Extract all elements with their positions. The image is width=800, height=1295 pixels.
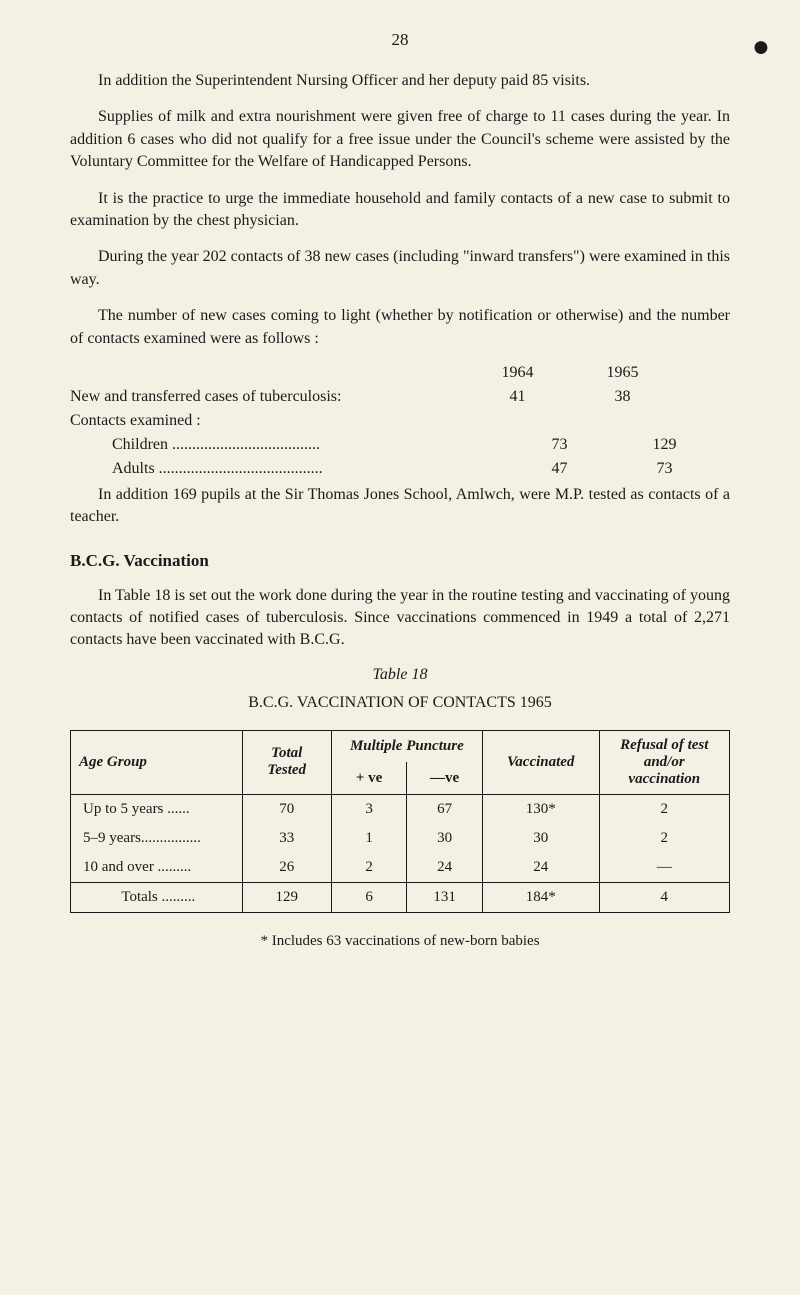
cell-age: 10 and over ......... <box>71 853 243 883</box>
cell-vacc: 30 <box>482 824 599 853</box>
cell-age: Up to 5 years ...... <box>71 794 243 824</box>
cell-refusal: — <box>599 853 729 883</box>
stats-value <box>570 412 675 430</box>
cell-tested: 70 <box>242 794 331 824</box>
cell-totals-pve: 6 <box>331 882 407 912</box>
paragraph-5: The number of new cases coming to light … <box>70 305 730 350</box>
th-vaccinated: Vaccinated <box>482 730 599 794</box>
paragraph-6: In addition 169 pupils at the Sir Thomas… <box>70 484 730 529</box>
stats-value: 129 <box>612 436 717 454</box>
cell-mve: 67 <box>407 794 483 824</box>
stats-value: 73 <box>507 436 612 454</box>
stats-label: Children ...............................… <box>70 436 507 454</box>
cell-vacc: 130* <box>482 794 599 824</box>
stats-value: 73 <box>612 460 717 478</box>
stats-label: New and transferred cases of tuberculosi… <box>70 388 465 406</box>
cell-mve: 30 <box>407 824 483 853</box>
cell-tested: 26 <box>242 853 331 883</box>
table-row: Up to 5 years ...... 70 3 67 130* 2 <box>71 794 730 824</box>
stats-row: Contacts examined : <box>70 412 730 430</box>
cell-age: 5–9 years................ <box>71 824 243 853</box>
cell-pve: 2 <box>331 853 407 883</box>
th-plus-ve: + ve <box>331 762 407 794</box>
paragraph-4: During the year 202 contacts of 38 new c… <box>70 246 730 291</box>
table-18-title: Table 18 <box>70 666 730 684</box>
bcg-vaccination-table: Age Group Total Tested Multiple Puncture… <box>70 730 730 913</box>
cell-vacc: 24 <box>482 853 599 883</box>
stats-year-1964: 1964 <box>465 364 570 382</box>
paragraph-3: It is the practice to urge the immediate… <box>70 188 730 233</box>
stats-year-1965: 1965 <box>570 364 675 382</box>
paragraph-2: Supplies of milk and extra nourishment w… <box>70 106 730 173</box>
cell-pve: 3 <box>331 794 407 824</box>
stats-header-row: 1964 1965 <box>70 364 730 382</box>
table-totals-row: Totals ......... 129 6 131 184* 4 <box>71 882 730 912</box>
stats-row: New and transferred cases of tuberculosi… <box>70 388 730 406</box>
cell-tested: 33 <box>242 824 331 853</box>
stats-value: 47 <box>507 460 612 478</box>
cell-pve: 1 <box>331 824 407 853</box>
stats-value <box>465 412 570 430</box>
stats-value: 38 <box>570 388 675 406</box>
table-18-caption: B.C.G. VACCINATION OF CONTACTS 1965 <box>70 694 730 712</box>
th-multiple-puncture: Multiple Puncture <box>331 730 482 762</box>
th-total-tested: Total Tested <box>242 730 331 794</box>
cell-refusal: 2 <box>599 824 729 853</box>
stats-value: 41 <box>465 388 570 406</box>
cell-totals-refusal: 4 <box>599 882 729 912</box>
th-refusal: Refusal of test and/or vaccination <box>599 730 729 794</box>
paragraph-1: In addition the Superintendent Nursing O… <box>70 70 730 92</box>
table-row: 10 and over ......... 26 2 24 24 — <box>71 853 730 883</box>
section-heading-bcg: B.C.G. Vaccination <box>70 551 730 571</box>
cell-mve: 24 <box>407 853 483 883</box>
cell-totals-label: Totals ......... <box>71 882 243 912</box>
stats-label: Adults .................................… <box>70 460 507 478</box>
table-row: 5–9 years................ 33 1 30 30 2 <box>71 824 730 853</box>
stats-row: Adults .................................… <box>70 460 730 478</box>
cell-totals-mve: 131 <box>407 882 483 912</box>
th-age-group: Age Group <box>71 730 243 794</box>
stats-row: Children ...............................… <box>70 436 730 454</box>
cell-totals-tested: 129 <box>242 882 331 912</box>
th-minus-ve: —ve <box>407 762 483 794</box>
stats-label: Contacts examined : <box>70 412 465 430</box>
paragraph-7: In Table 18 is set out the work done dur… <box>70 585 730 652</box>
page-number: 28 <box>70 30 730 50</box>
cell-refusal: 2 <box>599 794 729 824</box>
table-footnote: * Includes 63 vaccinations of new-born b… <box>70 933 730 950</box>
page-corner-mark: ● <box>752 30 770 64</box>
cell-totals-vacc: 184* <box>482 882 599 912</box>
